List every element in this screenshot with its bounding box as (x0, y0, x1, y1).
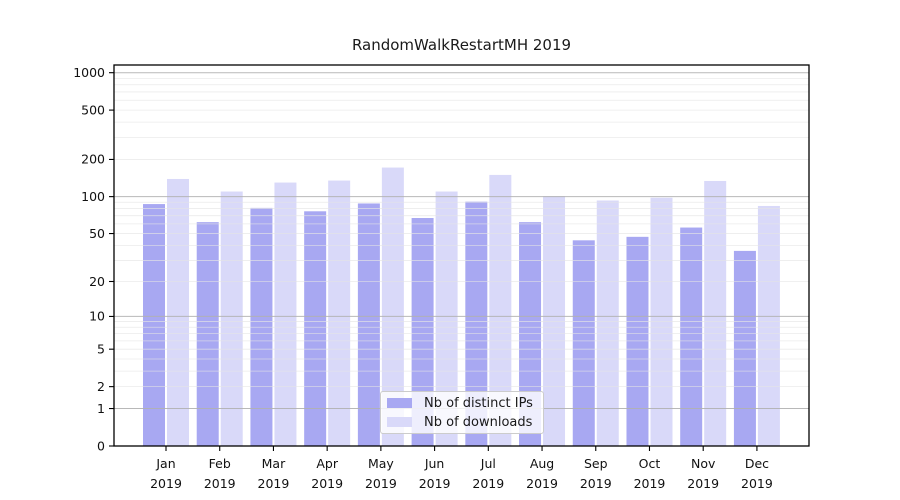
bar-downloads-feb (220, 191, 243, 446)
x-tick-label-year: 2019 (687, 476, 719, 491)
bar-downloads-apr (328, 180, 351, 446)
x-tick-label-month: Sep (584, 456, 608, 471)
bar-distinct-ips-jun (411, 218, 434, 446)
y-tick-label: 200 (81, 152, 105, 167)
x-tick-label-year: 2019 (204, 476, 236, 491)
x-tick-label-month: Jan (155, 456, 175, 471)
x-tick-label-month: Oct (639, 456, 661, 471)
bar-downloads-nov (704, 180, 727, 447)
x-tick-label-year: 2019 (472, 476, 504, 491)
bar-downloads-aug (543, 196, 566, 446)
bar-distinct-ips-may (357, 203, 380, 446)
y-tick-label: 500 (81, 102, 105, 117)
legend-swatch-downloads (387, 417, 412, 427)
x-tick-label-year: 2019 (311, 476, 343, 491)
x-tick-label-month: Jul (480, 456, 496, 471)
bar-downloads-mar (274, 182, 297, 447)
x-tick-label-year: 2019 (419, 476, 451, 491)
x-tick-label-year: 2019 (526, 476, 558, 491)
x-tick-label-year: 2019 (365, 476, 397, 491)
bar-downloads-jan (167, 178, 189, 446)
bar-downloads-may (381, 167, 404, 447)
x-tick-label-month: Jun (424, 456, 445, 471)
x-tick-label-year: 2019 (741, 476, 773, 491)
bar-distinct-ips-jul (465, 201, 488, 446)
x-tick-label-year: 2019 (634, 476, 666, 491)
y-tick-label: 2 (97, 379, 105, 394)
bar-distinct-ips-nov (680, 227, 703, 446)
legend-item-distinct-ips: Nb of distinct IPs (381, 395, 543, 411)
bar-downloads-jun (435, 191, 458, 446)
bar-downloads-jul (489, 174, 512, 446)
x-tick-label-month: Aug (530, 456, 554, 471)
bar-distinct-ips-dec (733, 250, 756, 446)
x-tick-label-year: 2019 (150, 476, 182, 491)
chart-title: RandomWalkRestartMH 2019 (351, 36, 572, 54)
x-tick-label-year: 2019 (258, 476, 290, 491)
bar-distinct-ips-jan (143, 204, 165, 446)
legend: Nb of distinct IPs Nb of downloads (380, 391, 544, 434)
legend-swatch-distinct-ips (387, 398, 412, 408)
x-tick-label-month: Mar (262, 456, 286, 471)
bar-distinct-ips-sep (572, 240, 595, 446)
legend-label-downloads: Nb of downloads (424, 414, 533, 430)
x-tick-label-month: Dec (745, 456, 769, 471)
x-tick-label-year: 2019 (580, 476, 612, 491)
bar-distinct-ips-feb (196, 222, 219, 446)
y-tick-label: 1000 (73, 65, 105, 80)
bar-distinct-ips-apr (304, 211, 327, 446)
y-tick-label: 50 (89, 226, 105, 241)
y-tick-label: 20 (89, 274, 105, 289)
bar-distinct-ips-aug (519, 222, 542, 446)
x-tick-label-month: Feb (209, 456, 231, 471)
plot-frame (113, 64, 810, 447)
y-tick-label: 5 (97, 341, 105, 356)
y-tick-label: 1 (97, 401, 105, 416)
legend-item-downloads: Nb of downloads (381, 414, 543, 430)
bar-distinct-ips-oct (626, 236, 649, 446)
y-tick-label: 10 (89, 309, 105, 324)
y-tick-label: 100 (81, 189, 105, 204)
bar-downloads-dec (757, 205, 780, 446)
x-tick-label-month: May (368, 456, 394, 471)
x-tick-label-month: Apr (316, 456, 338, 471)
legend-label-distinct-ips: Nb of distinct IPs (424, 395, 533, 411)
bar-downloads-sep (596, 200, 619, 446)
y-tick-label: 0 (97, 438, 105, 453)
x-tick-label-month: Nov (691, 456, 716, 471)
